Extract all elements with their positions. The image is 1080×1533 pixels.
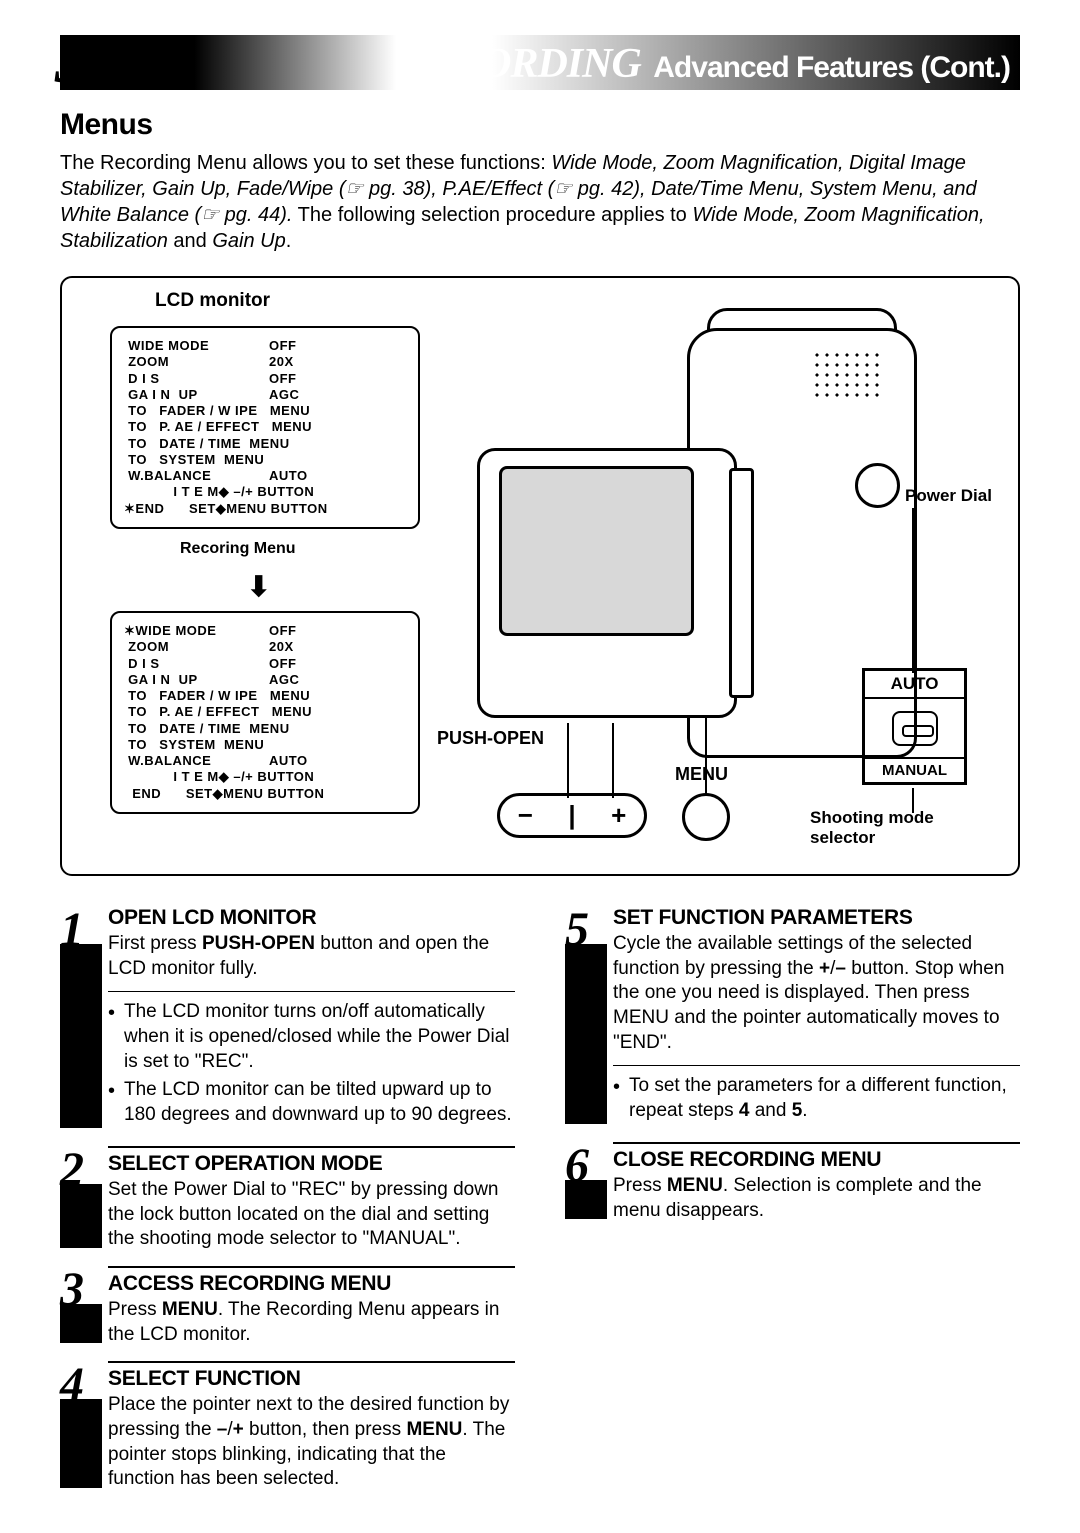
lcd-hinge [729,468,754,698]
intro-period: . [286,230,292,252]
header-title-sub: Advanced Features (Cont.) [653,51,1010,84]
step-number: 2 [60,1146,108,1252]
step-body: SELECT FUNCTION Place the pointer next t… [108,1361,515,1492]
step-title: OPEN LCD MONITOR [108,906,515,930]
lead-line [612,723,614,798]
lead-line [912,788,914,813]
selector-caption: Shooting mode selector [810,808,997,848]
mode-selector-box: AUTO MANUAL [862,668,967,785]
lead-line [567,723,569,798]
step: 5 SET FUNCTION PARAMETERS Cycle the avai… [565,906,1020,1128]
switch-inner [892,711,938,746]
power-dial-icon [855,463,900,508]
recording-menu-label: Recoring Menu [180,540,296,558]
selector-switch [865,699,964,759]
step: 6 CLOSE RECORDING MENU Press MENU. Selec… [565,1142,1020,1223]
step-number: 6 [565,1142,613,1223]
menu-button-icon [682,793,730,841]
menu-screen-2: ✶WIDE MODEOFF ZOOM20X D I SOFF GA I N UP… [110,611,420,814]
lead-line [912,508,914,673]
lead-line [705,718,707,796]
page-lang: EN [142,57,175,85]
note-item: To set the parameters for a different fu… [613,1074,1020,1123]
step-top-divider [108,1266,515,1268]
page-header: 30 EN RECORDING Advanced Features (Cont.… [60,35,1020,90]
step-text: Set the Power Dial to "REC" by pressing … [108,1178,515,1252]
step-divider [613,1065,1020,1066]
note-item: The LCD monitor turns on/off automatical… [108,1000,515,1074]
intro-and: and [168,230,212,252]
down-arrow-icon: ⬇ [247,570,270,603]
step-title: SET FUNCTION PARAMETERS [613,906,1020,930]
push-open-label: PUSH-OPEN [437,728,544,749]
page-number: 30 [55,27,117,98]
menu-button-label: MENU [675,764,728,785]
manual-label: MANUAL [865,759,964,782]
step: 2 SELECT OPERATION MODE Set the Power Di… [60,1146,515,1252]
header-title: RECORDING Advanced Features (Cont.) [400,40,1010,88]
menu-screen-1: WIDE MODEOFF ZOOM20X D I SOFF GA I N UPA… [110,326,420,529]
step-number: 5 [565,906,613,1128]
steps-left-column: 1 OPEN LCD MONITOR First press PUSH-OPEN… [60,906,515,1506]
step: 1 OPEN LCD MONITOR First press PUSH-OPEN… [60,906,515,1132]
step-divider [108,991,515,992]
auto-label: AUTO [865,671,964,699]
step-body: ACCESS RECORDING MENU Press MENU. The Re… [108,1266,515,1347]
header-title-main: RECORDING [400,41,641,87]
step-top-divider [108,1361,515,1363]
step-number: 1 [60,906,108,1132]
step: 4 SELECT FUNCTION Place the pointer next… [60,1361,515,1492]
step-number: 4 [60,1361,108,1492]
camera-grille [812,350,882,400]
step-text: Press MENU. Selection is complete and th… [613,1174,1020,1223]
step-top-divider [613,1142,1020,1144]
step-body: OPEN LCD MONITOR First press PUSH-OPEN b… [108,906,515,1132]
steps-right-column: 5 SET FUNCTION PARAMETERS Cycle the avai… [565,906,1020,1506]
step-text: Place the pointer next to the desired fu… [108,1393,515,1492]
step-title: SELECT FUNCTION [108,1367,515,1391]
intro-paragraph: The Recording Menu allows you to set the… [60,150,1020,254]
step-text: Press MENU. The Recording Menu appears i… [108,1298,515,1347]
diagram-box: LCD monitor WIDE MODEOFF ZOOM20X D I SOF… [60,276,1020,876]
minus-plus-button: − | + [497,793,647,838]
divider-icon: | [568,800,575,831]
note-item: The LCD monitor can be tilted upward up … [108,1078,515,1127]
minus-icon: − [518,800,533,831]
step-title: SELECT OPERATION MODE [108,1152,515,1176]
step-body: CLOSE RECORDING MENU Press MENU. Selecti… [613,1142,1020,1223]
step-body: SET FUNCTION PARAMETERS Cycle the availa… [613,906,1020,1128]
intro-last: Gain Up [212,230,285,252]
step-notes: The LCD monitor turns on/off automatical… [108,1000,515,1127]
step-title: ACCESS RECORDING MENU [108,1272,515,1296]
step-text: Cycle the available settings of the sele… [613,932,1020,1055]
step: 3 ACCESS RECORDING MENU Press MENU. The … [60,1266,515,1347]
step-number: 3 [60,1266,108,1347]
step-body: SELECT OPERATION MODE Set the Power Dial… [108,1146,515,1252]
power-dial-label: Power Dial [905,486,992,506]
section-title: Menus [60,108,1020,142]
intro-pre: The Recording Menu allows you to set the… [60,152,551,174]
intro-mid: The following selection procedure applie… [292,204,692,226]
steps-container: 1 OPEN LCD MONITOR First press PUSH-OPEN… [60,906,1020,1506]
camera-illustration: Power Dial PUSH-OPEN −|+ MENU AUTO MANUA… [457,318,997,848]
plus-icon: + [611,800,626,831]
step-notes: To set the parameters for a different fu… [613,1074,1020,1123]
step-text: First press PUSH-OPEN button and open th… [108,932,515,981]
step-top-divider [108,1146,515,1148]
lcd-screen [499,466,694,636]
step-title: CLOSE RECORDING MENU [613,1148,1020,1172]
